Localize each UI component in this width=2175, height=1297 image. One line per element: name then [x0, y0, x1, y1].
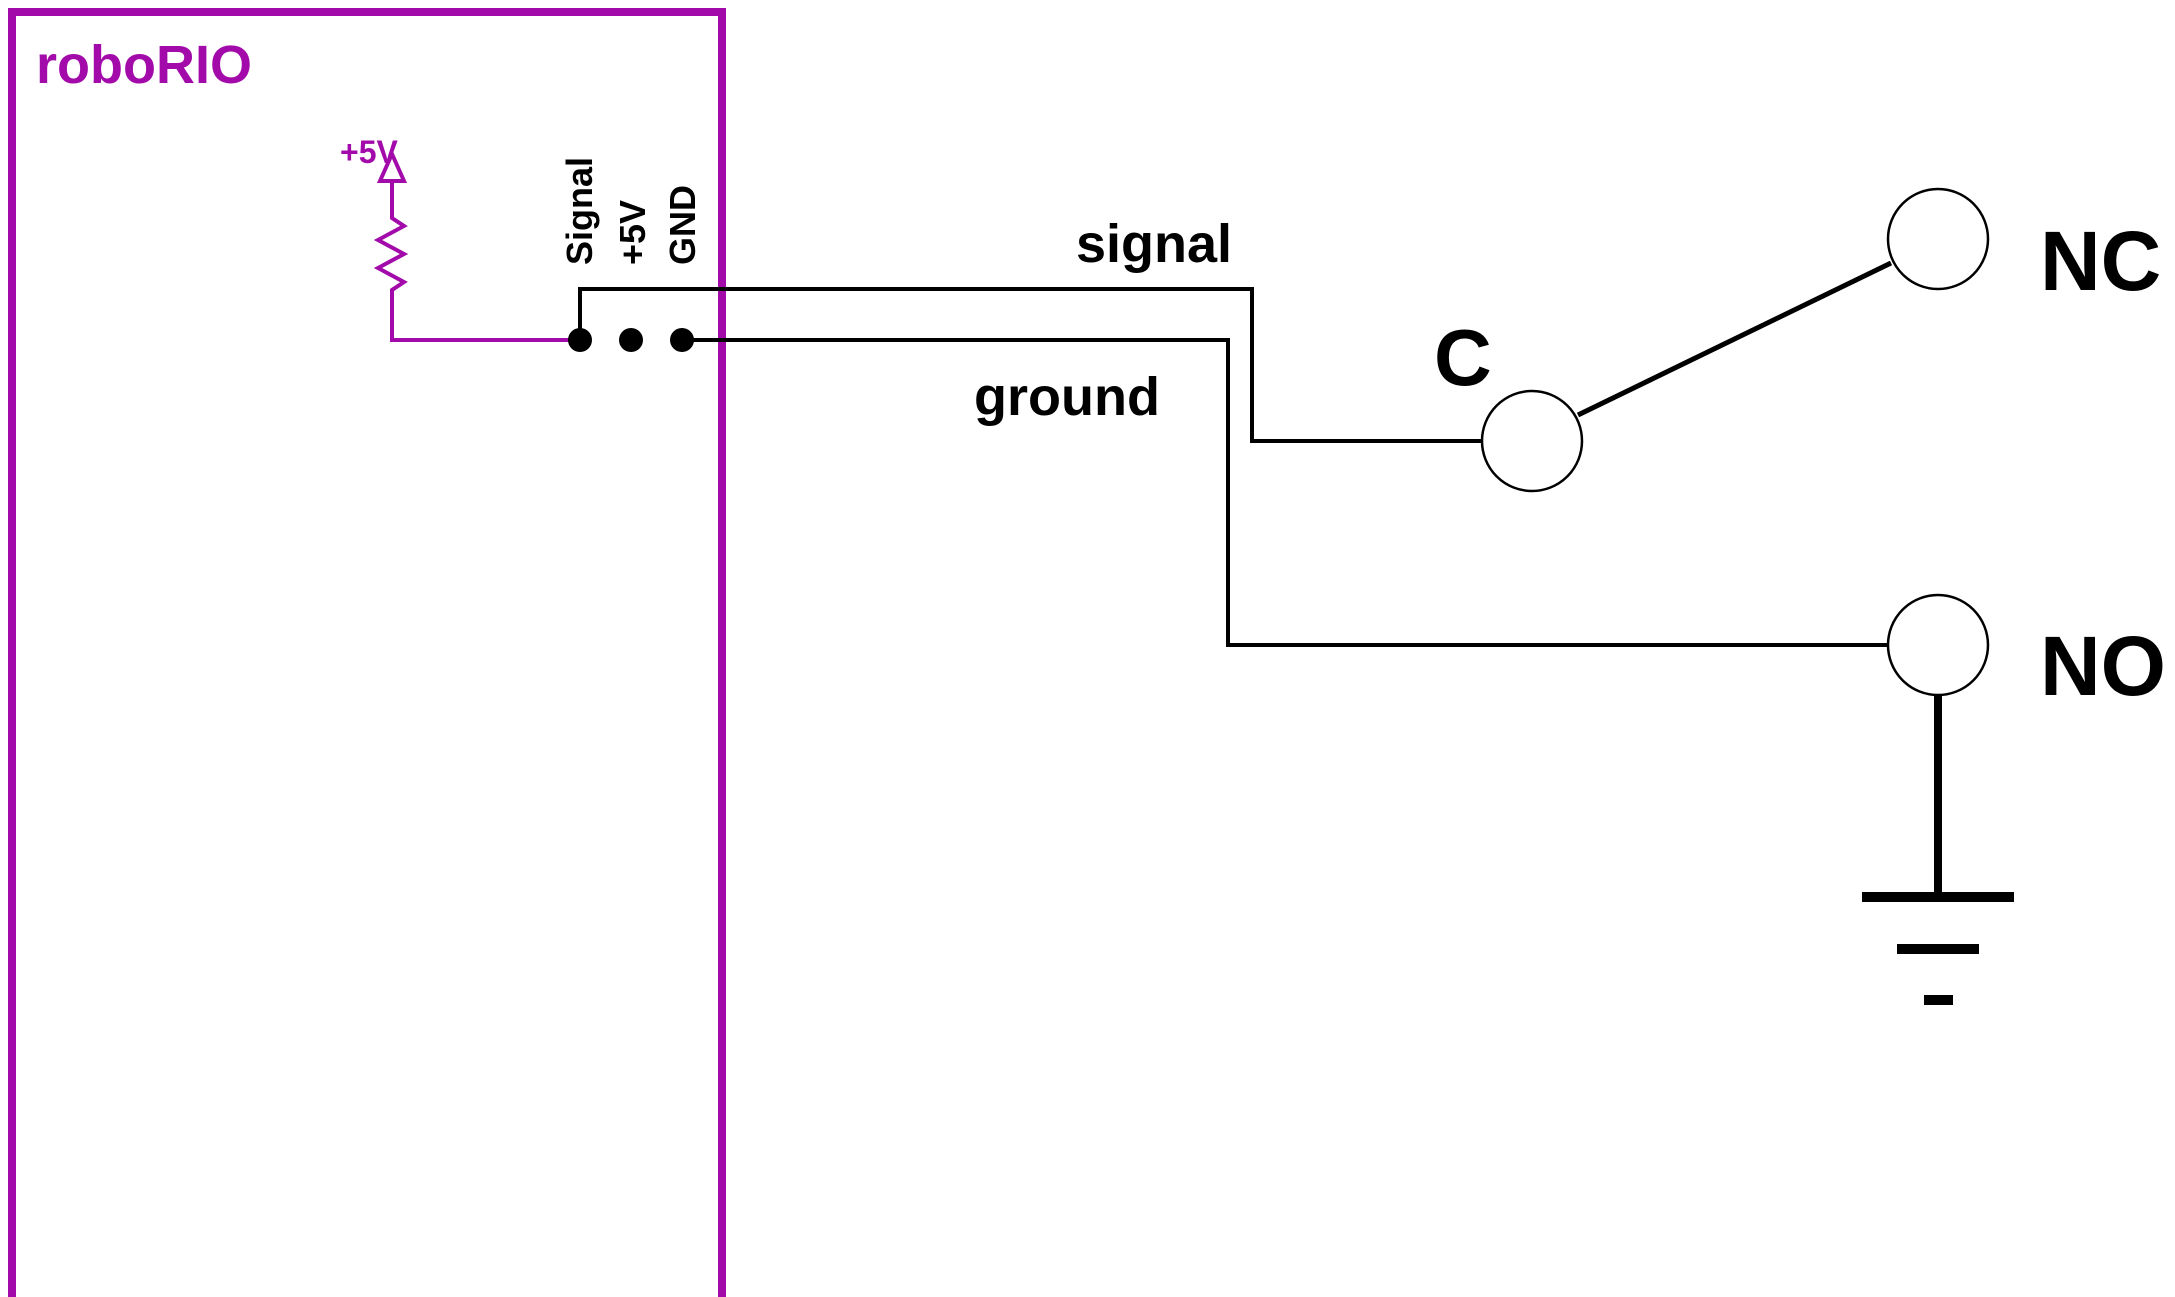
switch-lever [1576, 260, 1893, 418]
signal-wire [578, 287, 1482, 443]
terminal-nc-label: NC [2040, 214, 2161, 308]
ground-wire [682, 338, 1888, 647]
terminal-c-label: C [1434, 313, 1492, 402]
roborio-box [8, 8, 726, 1297]
terminal-no-label: NO [2040, 619, 2166, 713]
pin-label-signal: Signal [559, 157, 600, 265]
ground-symbol-icon [1862, 696, 2014, 1005]
pin-signal [568, 328, 592, 352]
terminal-no [1886, 593, 1990, 697]
pin-5v [619, 328, 643, 352]
terminal-nc [1886, 187, 1990, 291]
pin-gnd [670, 328, 694, 352]
terminal-c [1480, 389, 1584, 493]
roborio-title: roboRIO [36, 35, 252, 95]
signal-wire-label: signal [1076, 214, 1232, 274]
pullup-resistor-icon [373, 181, 580, 342]
pin-label-gnd: GND [662, 185, 703, 265]
pin-label-5v: +5V [612, 200, 653, 265]
ground-wire-label: ground [974, 367, 1160, 427]
